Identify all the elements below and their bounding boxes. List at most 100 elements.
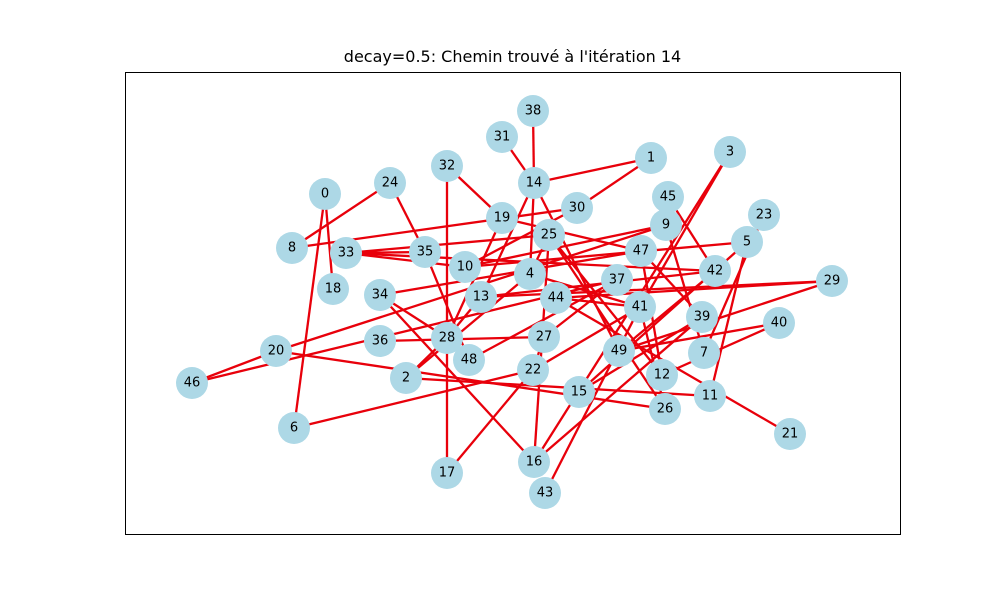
node-8: 8 xyxy=(276,232,308,264)
node-circle xyxy=(650,209,682,241)
node-0: 0 xyxy=(309,178,341,210)
node-circle xyxy=(465,281,497,313)
node-circle xyxy=(686,301,718,333)
node-label: 43 xyxy=(537,486,554,501)
node-circle xyxy=(431,457,463,489)
node-4: 4 xyxy=(514,258,546,290)
node-43: 43 xyxy=(529,477,561,509)
nodes-layer: 0123456789101112131415161718192021222324… xyxy=(176,95,848,509)
node-label: 22 xyxy=(525,363,542,378)
node-circle xyxy=(431,150,463,182)
node-circle xyxy=(540,282,572,314)
node-circle xyxy=(330,237,362,269)
node-39: 39 xyxy=(686,301,718,333)
node-circle xyxy=(635,142,667,174)
node-48: 48 xyxy=(453,344,485,376)
edge-0-6 xyxy=(292,193,327,429)
node-label: 5 xyxy=(743,235,751,250)
node-label: 21 xyxy=(782,427,799,442)
node-2: 2 xyxy=(390,362,422,394)
node-label: 23 xyxy=(756,208,773,223)
node-circle xyxy=(364,279,396,311)
edge-33-10 xyxy=(345,251,466,269)
node-label: 48 xyxy=(461,353,478,368)
node-circle xyxy=(390,362,422,394)
node-27: 27 xyxy=(528,321,560,353)
edge-16-39 xyxy=(533,316,703,463)
edge-20-26 xyxy=(275,349,666,411)
node-circle xyxy=(601,264,633,296)
node-16: 16 xyxy=(518,446,550,478)
node-label: 32 xyxy=(439,159,456,174)
edge-22-6 xyxy=(293,368,534,430)
node-label: 11 xyxy=(702,389,719,404)
node-32: 32 xyxy=(431,150,463,182)
node-circle xyxy=(625,235,657,267)
node-label: 2 xyxy=(402,371,410,386)
node-label: 10 xyxy=(457,260,474,275)
edge-24-8 xyxy=(291,182,391,249)
node-11: 11 xyxy=(694,380,726,412)
node-label: 35 xyxy=(417,245,434,260)
node-circle xyxy=(431,322,463,354)
node-47: 47 xyxy=(625,235,657,267)
edge-34-16 xyxy=(379,294,535,463)
node-12: 12 xyxy=(646,359,678,391)
node-circle xyxy=(561,192,593,224)
node-circle xyxy=(518,446,550,478)
node-7: 7 xyxy=(688,337,720,369)
node-circle xyxy=(714,136,746,168)
node-20: 20 xyxy=(260,335,292,367)
edge-34-47 xyxy=(379,249,642,297)
node-25: 25 xyxy=(533,219,565,251)
node-label: 45 xyxy=(660,190,677,205)
edge-41-22 xyxy=(532,306,641,371)
node-circle xyxy=(529,477,561,509)
node-label: 20 xyxy=(268,344,285,359)
node-circle xyxy=(278,412,310,444)
node-label: 6 xyxy=(290,421,298,436)
edge-9-10 xyxy=(464,223,667,269)
node-circle xyxy=(563,376,595,408)
node-circle xyxy=(528,321,560,353)
node-label: 34 xyxy=(372,288,389,303)
node-28: 28 xyxy=(431,322,463,354)
node-label: 39 xyxy=(694,310,711,325)
node-label: 24 xyxy=(382,176,399,191)
node-circle xyxy=(517,354,549,386)
edge-29-49 xyxy=(618,279,833,353)
node-label: 42 xyxy=(707,264,724,279)
node-circle xyxy=(517,95,549,127)
node-circle xyxy=(514,258,546,290)
node-label: 25 xyxy=(541,228,558,243)
node-label: 31 xyxy=(494,130,511,145)
node-36: 36 xyxy=(364,325,396,357)
node-circle xyxy=(486,121,518,153)
edge-3-41 xyxy=(639,151,731,308)
node-label: 46 xyxy=(184,376,201,391)
node-circle xyxy=(453,344,485,376)
node-label: 12 xyxy=(654,368,671,383)
node-31: 31 xyxy=(486,121,518,153)
node-label: 18 xyxy=(325,282,342,297)
node-circle xyxy=(731,226,763,258)
edge-14-1 xyxy=(533,156,652,185)
node-label: 8 xyxy=(288,241,296,256)
node-circle xyxy=(699,255,731,287)
node-circle xyxy=(816,265,848,297)
edge-39-15 xyxy=(578,316,703,393)
node-42: 42 xyxy=(699,255,731,287)
node-circle xyxy=(649,393,681,425)
node-label: 37 xyxy=(609,273,626,288)
node-label: 36 xyxy=(372,334,389,349)
node-label: 15 xyxy=(571,385,588,400)
node-circle xyxy=(276,232,308,264)
edge-42-49 xyxy=(618,270,716,352)
node-label: 0 xyxy=(321,187,329,202)
node-21: 21 xyxy=(774,418,806,450)
node-circle xyxy=(518,167,550,199)
node-18: 18 xyxy=(317,273,349,305)
node-label: 41 xyxy=(632,300,649,315)
node-circle xyxy=(409,236,441,268)
edge-42-13 xyxy=(480,269,716,299)
